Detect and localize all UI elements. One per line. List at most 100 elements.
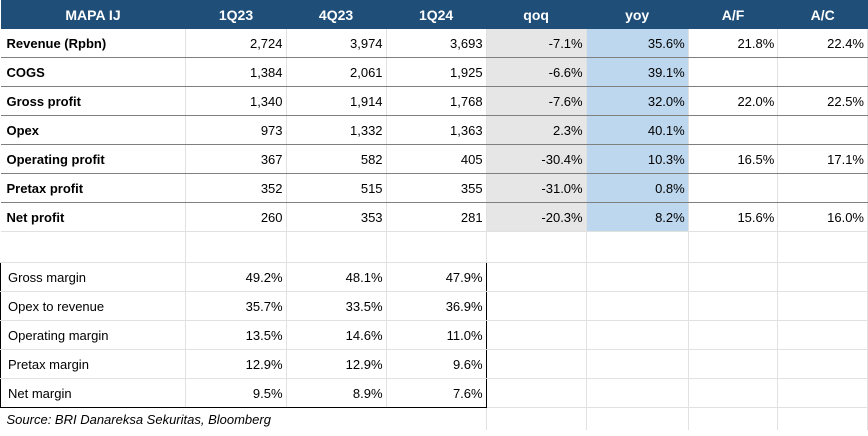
cell-4q23: 14.6%	[286, 320, 387, 350]
cell-yoy: 10.3%	[586, 144, 689, 174]
cell-1q23: 367	[185, 144, 287, 174]
table-row: Opex to revenue 35.7% 33.5% 36.9%	[0, 291, 868, 321]
cell-1q23: 1,384	[185, 57, 287, 87]
cell-yoy: 35.6%	[586, 29, 689, 58]
table-row: Pretax margin 12.9% 12.9% 9.6%	[0, 349, 868, 379]
cell-qoq: -6.6%	[486, 57, 587, 87]
row-label: COGS	[0, 57, 187, 87]
table-row: Operating profit 367 582 405 -30.4% 10.3…	[0, 144, 868, 174]
cell-qoq: -7.1%	[486, 29, 587, 58]
cell-1q24: 11.0%	[386, 320, 487, 350]
cell-ac	[777, 115, 868, 145]
cell-4q23: 582	[286, 144, 387, 174]
table-row: Gross profit 1,340 1,914 1,768 -7.6% 32.…	[0, 86, 868, 116]
table-row: Pretax profit 352 515 355 -31.0% 0.8%	[0, 173, 868, 203]
row-label: Pretax margin	[0, 349, 187, 379]
cell-4q23: 8.9%	[286, 378, 387, 408]
cell-yoy: 40.1%	[586, 115, 689, 145]
cell-4q23: 33.5%	[286, 291, 387, 321]
cell-yoy: 0.8%	[586, 173, 689, 203]
cell-1q24: 47.9%	[386, 262, 487, 292]
cell-1q23: 9.5%	[185, 378, 287, 408]
row-label: Opex	[0, 115, 187, 145]
table-row: Opex 973 1,332 1,363 2.3% 40.1%	[0, 115, 868, 145]
cell-1q23: 13.5%	[185, 320, 287, 350]
cell-ac	[777, 57, 868, 87]
row-label: Operating margin	[0, 320, 187, 350]
cell-yoy: 39.1%	[586, 57, 689, 87]
row-label: Opex to revenue	[0, 291, 187, 321]
cell-qoq: 2.3%	[486, 115, 587, 145]
table-row: Operating margin 13.5% 14.6% 11.0%	[0, 320, 868, 350]
table-row: Net profit 260 353 281 -20.3% 8.2% 15.6%…	[0, 202, 868, 232]
table-row: COGS 1,384 2,061 1,925 -6.6% 39.1%	[0, 57, 868, 87]
cell-1q23: 2,724	[185, 29, 287, 58]
header-row: MAPA IJ 1Q23 4Q23 1Q24 qoq yoy A/F A/C	[0, 0, 868, 29]
header-1q23: 1Q23	[185, 0, 287, 29]
header-yoy: yoy	[586, 0, 689, 29]
cell-ac: 22.5%	[777, 86, 868, 116]
cell-4q23: 1,332	[286, 115, 387, 145]
cell-af: 21.8%	[688, 29, 779, 58]
cell-1q24: 1,768	[386, 86, 487, 116]
table-row: Revenue (Rpbn) 2,724 3,974 3,693 -7.1% 3…	[0, 29, 868, 58]
cell-1q23: 1,340	[185, 86, 287, 116]
cell-yoy: 8.2%	[586, 202, 689, 232]
row-label: Operating profit	[0, 144, 187, 174]
cell-1q23: 352	[185, 173, 287, 203]
cell-1q23: 260	[185, 202, 287, 232]
cell-1q24: 355	[386, 173, 487, 203]
cell-1q24: 7.6%	[386, 378, 487, 408]
row-label: Pretax profit	[0, 173, 187, 203]
cell-4q23: 515	[286, 173, 387, 203]
header-1q24: 1Q24	[386, 0, 487, 29]
cell-ac: 16.0%	[777, 202, 868, 232]
cell-1q24: 1,363	[386, 115, 487, 145]
header-ac: A/C	[777, 0, 868, 29]
row-label: Net profit	[0, 202, 187, 232]
cell-qoq: -31.0%	[486, 173, 587, 203]
cell-1q23: 973	[185, 115, 287, 145]
cell-4q23: 3,974	[286, 29, 387, 58]
table-row: Gross margin 49.2% 48.1% 47.9%	[0, 262, 868, 292]
cell-ac	[777, 173, 868, 203]
cell-af	[688, 57, 779, 87]
cell-1q24: 281	[386, 202, 487, 232]
cell-qoq: -30.4%	[486, 144, 587, 174]
cell-ac: 17.1%	[777, 144, 868, 174]
cell-af: 15.6%	[688, 202, 779, 232]
cell-af: 16.5%	[688, 144, 779, 174]
cell-af	[688, 115, 779, 145]
header-4q23: 4Q23	[286, 0, 387, 29]
cell-1q24: 1,925	[386, 57, 487, 87]
row-label: Net margin	[0, 378, 187, 408]
spacer-row	[0, 231, 868, 263]
row-label: Revenue (Rpbn)	[0, 29, 187, 58]
table-row: Net margin 9.5% 8.9% 7.6%	[0, 378, 868, 408]
cell-qoq: -7.6%	[486, 86, 587, 116]
cell-1q24: 3,693	[386, 29, 487, 58]
source-note: Source: BRI Danareksa Sekuritas, Bloombe…	[0, 407, 487, 430]
cell-af	[688, 173, 779, 203]
cell-yoy: 32.0%	[586, 86, 689, 116]
cell-qoq: -20.3%	[486, 202, 587, 232]
cell-4q23: 48.1%	[286, 262, 387, 292]
header-ticker: MAPA IJ	[0, 0, 187, 29]
source-row: Source: BRI Danareksa Sekuritas, Bloombe…	[0, 407, 868, 430]
cell-4q23: 2,061	[286, 57, 387, 87]
cell-4q23: 353	[286, 202, 387, 232]
header-af: A/F	[688, 0, 779, 29]
header-qoq: qoq	[486, 0, 587, 29]
cell-4q23: 1,914	[286, 86, 387, 116]
cell-af: 22.0%	[688, 86, 779, 116]
cell-1q24: 36.9%	[386, 291, 487, 321]
row-label: Gross profit	[0, 86, 187, 116]
row-label: Gross margin	[0, 262, 187, 292]
cell-1q23: 49.2%	[185, 262, 287, 292]
cell-1q24: 9.6%	[386, 349, 487, 379]
cell-ac: 22.4%	[777, 29, 868, 58]
cell-1q24: 405	[386, 144, 487, 174]
cell-1q23: 12.9%	[185, 349, 287, 379]
cell-1q23: 35.7%	[185, 291, 287, 321]
